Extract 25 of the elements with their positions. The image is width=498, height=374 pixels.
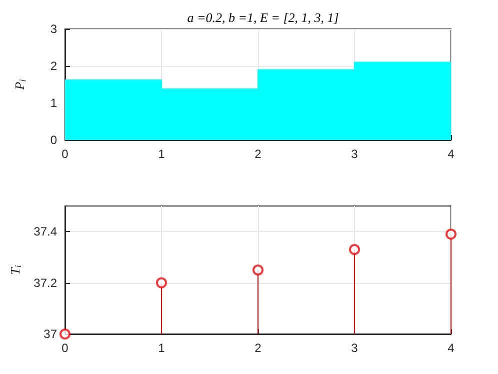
y-tick-label: 37.2 [34, 276, 58, 290]
y-tick-label: 3 [50, 22, 58, 36]
x-tick-label: 4 [448, 147, 455, 161]
x-tick-label: 2 [254, 341, 262, 355]
x-tick-label: 1 [158, 341, 166, 355]
x-tick-label: 3 [351, 147, 358, 161]
x-tick-label: 0 [62, 147, 69, 161]
x-tick-label: 1 [158, 147, 166, 161]
x-tick-label: 4 [448, 341, 455, 355]
y-tick-label: 2 [50, 59, 58, 73]
y-tick-label: 0 [50, 133, 58, 147]
point [60, 328, 70, 340]
y-axis-title: Pi [12, 78, 28, 91]
point [156, 277, 167, 288]
x-tick-label: 3 [351, 341, 358, 355]
y-axis-title: Ti [8, 264, 24, 275]
point [446, 228, 456, 240]
y-tick-label: 37 [44, 327, 58, 341]
point [349, 244, 360, 256]
point [252, 264, 264, 276]
chart-title: a =0.2, b =1, E = [2, 1, 3, 1] [187, 10, 339, 25]
x-tick-label: 2 [254, 147, 262, 161]
x-tick-label: 0 [62, 341, 69, 355]
y-tick-label: 1 [50, 96, 58, 110]
y-tick-label: 37.4 [34, 224, 58, 239]
